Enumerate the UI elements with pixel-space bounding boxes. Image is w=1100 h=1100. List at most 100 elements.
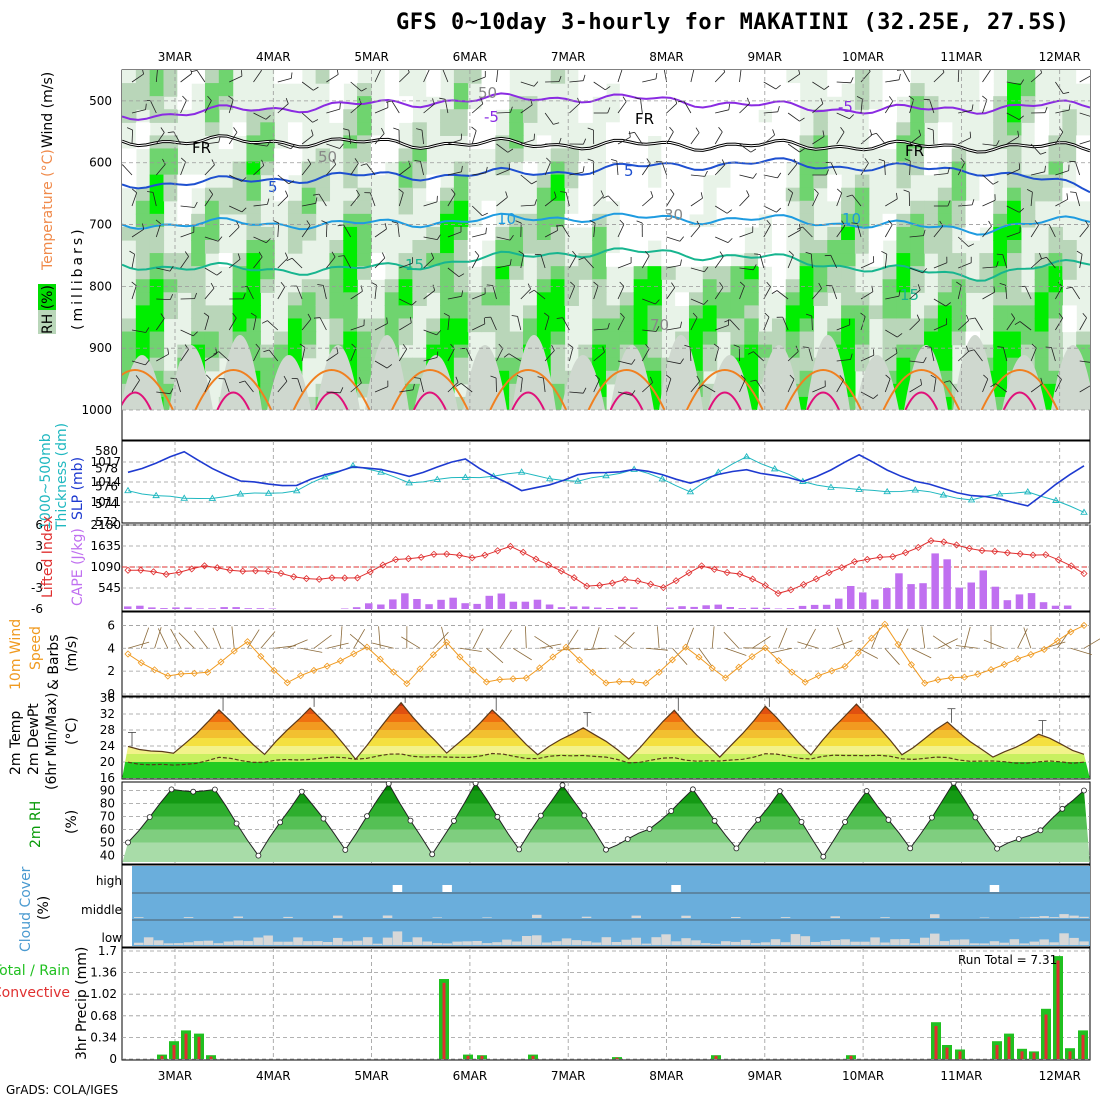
cloud-low-bar: [134, 942, 144, 945]
rh-cell: [398, 305, 413, 320]
rh-cell: [702, 266, 718, 280]
rh-cell: [1007, 148, 1022, 163]
rh-cell: [149, 253, 165, 267]
cloud-mid-bar: [631, 915, 641, 918]
wind-barb: [860, 162, 869, 176]
wind-barb-flag: [968, 243, 975, 247]
rh-cell: [481, 318, 496, 333]
rh-cell: [744, 174, 759, 189]
rh-cell: [149, 344, 165, 359]
wind-barb-flag: [814, 188, 819, 194]
rh-cell: [343, 331, 358, 346]
rh-cell: [357, 344, 372, 359]
lifted-marker: [175, 568, 183, 576]
wind-barb: [812, 136, 825, 145]
cloud-low-bar: [930, 933, 940, 945]
wind-barb-flag: [1018, 115, 1024, 120]
wind-barb: [811, 315, 813, 331]
rh-cell: [426, 253, 441, 267]
rh-cell: [896, 226, 911, 241]
wind-barb: [830, 162, 838, 176]
cloud-mid-bar: [681, 915, 691, 918]
wind-barb-flag: [631, 359, 636, 365]
rh-cell: [329, 83, 344, 97]
precip-conv-bar: [160, 1055, 164, 1059]
rh-cell: [910, 331, 925, 346]
wind10-marker: [867, 634, 876, 642]
precip-conv-bar: [209, 1056, 213, 1059]
wind-barb: [982, 70, 991, 83]
wind-barb: [301, 347, 306, 362]
wind10-barb: [178, 632, 195, 649]
rh-cell: [357, 148, 372, 163]
wind10-label: 10m Wind: [8, 619, 24, 690]
isotherm-25: [609, 391, 644, 410]
rh-cell: [951, 292, 967, 306]
wind10-marker: [1080, 621, 1088, 629]
lifted-marker: [264, 567, 272, 575]
cloud-background: [132, 866, 1090, 946]
rh-cell: [716, 292, 732, 306]
wind-barb-flag: [169, 293, 174, 300]
rh2m-marker: [298, 788, 305, 795]
wind-barb: [957, 351, 969, 362]
cloud-low-bar: [850, 941, 860, 945]
rh-cell: [716, 305, 732, 320]
lifted-marker: [162, 570, 170, 578]
rh-cell: [771, 253, 787, 267]
rh-cell: [177, 70, 192, 84]
wind-barb: [642, 78, 657, 83]
wind10-barb: [486, 647, 504, 664]
wind-barb: [617, 224, 625, 238]
rh-cell: [910, 240, 925, 254]
rh-cell: [744, 318, 759, 333]
wind-barb: [301, 112, 313, 123]
wind-barb: [714, 287, 724, 300]
cape-panel: [121, 524, 1091, 612]
rh-cell: [426, 70, 441, 84]
rh2m-marker: [929, 814, 935, 821]
cloud-high-bar: [442, 885, 452, 892]
wind-barb-flag: [1040, 256, 1047, 260]
rh-cell: [979, 96, 994, 110]
rh-cell: [440, 305, 455, 320]
rh-cell: [384, 148, 400, 163]
rh-cell: [523, 161, 538, 176]
lifted-marker: [608, 579, 616, 587]
upper-temp-label: Temperature (°C): [40, 149, 56, 271]
rh2m-marker: [994, 845, 1000, 852]
rh-cell: [813, 122, 828, 136]
isotherm-20: [685, 369, 764, 410]
wind-barb-flag: [922, 268, 927, 274]
wind10-barb: [672, 648, 688, 665]
cape-bar: [798, 605, 807, 609]
wind-barb-flag: [184, 344, 189, 350]
wind10-marker: [1067, 628, 1075, 636]
cloud-mid-bar: [1029, 916, 1039, 918]
rh-cell: [578, 109, 593, 123]
rh-cell: [799, 174, 815, 189]
cloud-low-bar: [512, 941, 522, 945]
rh-cell: [550, 344, 566, 359]
cape-bar: [413, 599, 421, 609]
wind-barb-flag: [194, 292, 197, 299]
wind-barb-flag: [602, 195, 609, 199]
wind-barb-flag: [129, 250, 135, 255]
rh-cell: [896, 174, 911, 189]
wind-barb-flag: [266, 140, 271, 147]
rh2m-marker: [320, 815, 327, 822]
wind-barb-flag: [856, 96, 863, 100]
rh-cell: [661, 148, 676, 163]
rh-cell: [744, 122, 759, 136]
wind-barb: [714, 164, 726, 176]
rh-cell: [1007, 226, 1022, 241]
date-label-bottom: 4MAR: [256, 1069, 291, 1083]
rh-cell: [163, 83, 178, 97]
rh-cell: [301, 187, 317, 202]
wind-barb: [533, 289, 546, 300]
wind-barb-flag: [766, 281, 771, 287]
wind-barb-flag: [999, 283, 1006, 286]
lifted-marker: [901, 549, 910, 557]
wind-barb: [1079, 140, 1090, 145]
cloud-low-bar: [989, 941, 1000, 945]
